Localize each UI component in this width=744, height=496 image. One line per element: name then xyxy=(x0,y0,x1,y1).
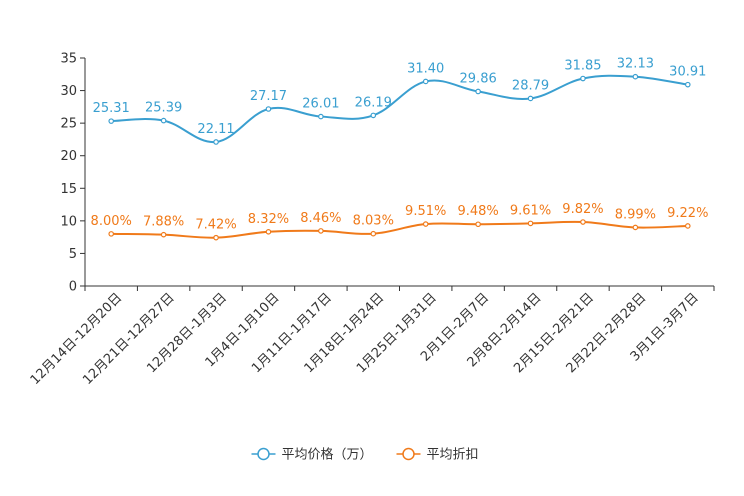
data-label: 9.61% xyxy=(510,203,551,218)
data-point[interactable] xyxy=(265,106,272,112)
data-label: 9.22% xyxy=(667,206,708,221)
x-axis: 12月14日-12月20日12月21日-12月27日12月28日-1月3日1月4… xyxy=(28,285,715,388)
data-point[interactable] xyxy=(632,224,639,231)
data-label: 31.85 xyxy=(564,59,601,74)
data-label: 7.88% xyxy=(143,215,184,230)
data-point[interactable] xyxy=(160,117,167,124)
x-tick-label: 12月21日-12月27日 xyxy=(80,290,177,387)
legend-item[interactable]: 平均折扣 xyxy=(396,447,479,463)
data-point[interactable] xyxy=(370,112,377,119)
y-tick-label: 35 xyxy=(60,52,77,67)
data-label: 31.40 xyxy=(407,61,444,76)
x-tick-label: 12月14日-12月20日 xyxy=(28,290,125,387)
data-point[interactable] xyxy=(684,223,691,229)
data-point[interactable] xyxy=(318,228,324,234)
series-layer: 25.31 25.39 22.11 27.17 26.01 26.19 31.40 29.86… xyxy=(91,57,708,241)
legend: 平均价格（万） 平均折扣 xyxy=(251,447,479,463)
data-point[interactable] xyxy=(684,81,691,88)
data-point[interactable] xyxy=(370,230,377,237)
data-point[interactable] xyxy=(422,221,429,227)
series-line xyxy=(111,220,688,239)
data-label: 9.48% xyxy=(457,204,498,219)
legend-label: 平均价格（万） xyxy=(282,447,373,463)
data-label: 28.79 xyxy=(512,78,549,93)
data-point[interactable] xyxy=(265,229,272,235)
legend-marker-icon xyxy=(402,447,415,461)
y-tick-label: 0 xyxy=(69,280,77,295)
data-point[interactable] xyxy=(108,231,115,237)
data-point[interactable] xyxy=(527,220,534,227)
data-point[interactable] xyxy=(318,113,324,120)
data-label: 27.17 xyxy=(250,89,287,104)
data-label: 32.13 xyxy=(617,57,654,72)
y-tick-label: 5 xyxy=(69,247,77,262)
data-point[interactable] xyxy=(527,95,534,102)
data-label: 7.42% xyxy=(195,218,236,233)
data-label: 29.86 xyxy=(460,71,497,86)
data-point[interactable] xyxy=(422,78,429,85)
data-label: 25.39 xyxy=(145,101,182,116)
data-label: 8.46% xyxy=(300,211,341,226)
data-label: 8.99% xyxy=(615,207,656,222)
data-label: 26.19 xyxy=(355,95,392,110)
data-point[interactable] xyxy=(213,234,219,241)
y-tick-label: 30 xyxy=(60,84,77,99)
data-label: 9.51% xyxy=(405,204,446,219)
data-label: 8.03% xyxy=(353,214,394,229)
data-label: 26.01 xyxy=(302,97,339,112)
y-tick-label: 20 xyxy=(60,149,77,164)
data-point[interactable] xyxy=(108,118,115,124)
data-label: 22.11 xyxy=(197,122,234,137)
legend-item[interactable]: 平均价格（万） xyxy=(251,447,373,463)
data-point[interactable] xyxy=(160,231,167,238)
data-point[interactable] xyxy=(213,139,219,145)
y-tick-label: 15 xyxy=(60,182,77,197)
y-tick-label: 25 xyxy=(60,117,77,132)
y-axis: 0 5 10 15 20 25 30 35 xyxy=(60,52,86,295)
data-point[interactable] xyxy=(475,221,481,228)
data-point[interactable] xyxy=(580,219,586,225)
series-0: 25.31 25.39 22.11 27.17 26.01 26.19 31.40 29.86… xyxy=(93,57,706,145)
y-tick-label: 10 xyxy=(60,214,77,229)
data-point[interactable] xyxy=(632,73,639,80)
data-point[interactable] xyxy=(580,75,586,82)
data-label: 9.82% xyxy=(562,202,603,217)
series-1: 8.00% 7.88% 7.42% 8.32% 8.46% 8.03% 9.51% 9.48%… xyxy=(91,202,708,241)
data-label: 25.31 xyxy=(93,101,130,116)
data-label: 30.91 xyxy=(669,65,706,80)
data-label: 8.00% xyxy=(91,214,132,229)
legend-label: 平均折扣 xyxy=(427,448,479,463)
data-point[interactable] xyxy=(475,88,481,95)
data-label: 8.32% xyxy=(248,212,289,227)
legend-marker-icon xyxy=(257,447,270,461)
